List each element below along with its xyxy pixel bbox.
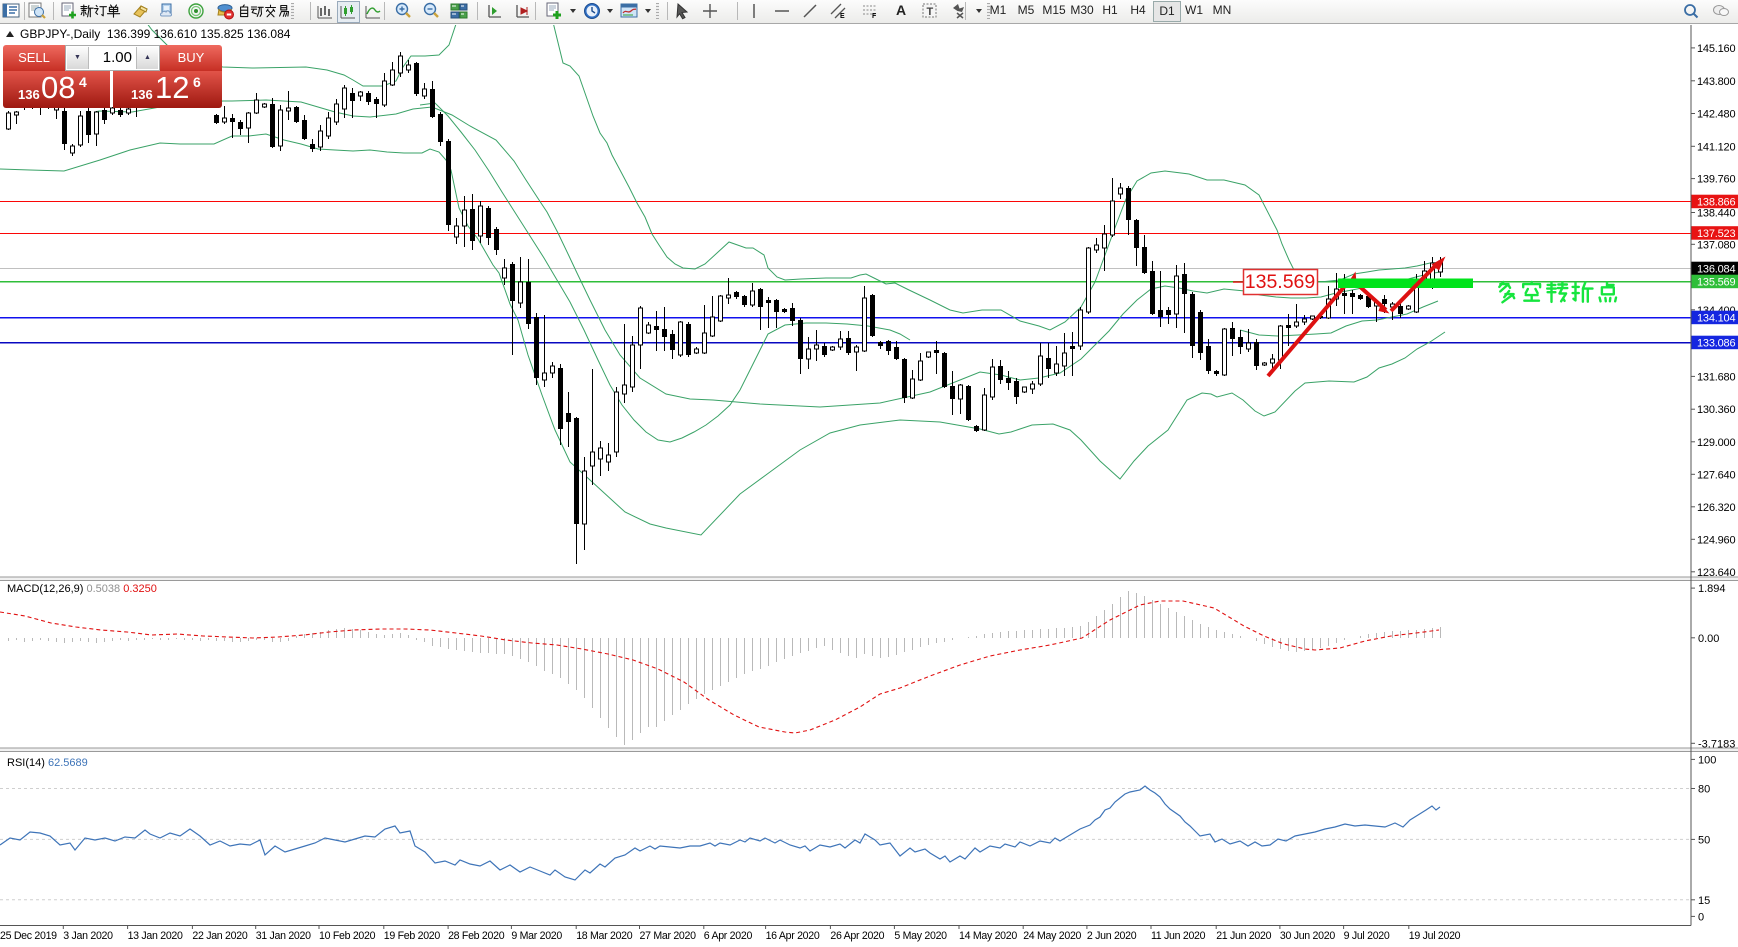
svg-text:21 Jun 2020: 21 Jun 2020 xyxy=(1216,930,1271,942)
svg-text:16 Apr 2020: 16 Apr 2020 xyxy=(766,930,820,942)
svg-text:130.360: 130.360 xyxy=(1697,404,1735,416)
svg-text:123.640: 123.640 xyxy=(1697,567,1735,579)
svg-text:135.569: 135.569 xyxy=(1245,271,1316,293)
svg-text:127.640: 127.640 xyxy=(1697,469,1735,481)
svg-text:MACD(12,26,9) 0.5038 0.3250: MACD(12,26,9) 0.5038 0.3250 xyxy=(7,583,157,595)
svg-text:143.800: 143.800 xyxy=(1697,76,1735,88)
svg-text:E: E xyxy=(840,13,845,20)
svg-text:0.00: 0.00 xyxy=(1698,633,1719,645)
svg-text:137.080: 137.080 xyxy=(1697,239,1735,251)
svg-text:14 May 2020: 14 May 2020 xyxy=(959,930,1017,942)
svg-text:9 Jul 2020: 9 Jul 2020 xyxy=(1344,930,1390,942)
svg-text:124.960: 124.960 xyxy=(1697,534,1735,546)
svg-text:136.084: 136.084 xyxy=(1697,264,1735,276)
svg-text:135.569: 135.569 xyxy=(1697,277,1735,289)
svg-text:50: 50 xyxy=(1698,834,1710,846)
svg-text:138.866: 138.866 xyxy=(1697,197,1735,209)
svg-text:133.086: 133.086 xyxy=(1697,338,1735,350)
svg-text:134.104: 134.104 xyxy=(1697,313,1735,325)
svg-text:F: F xyxy=(872,13,877,20)
svg-text:19 Feb 2020: 19 Feb 2020 xyxy=(384,930,441,942)
svg-text:19 Jul 2020: 19 Jul 2020 xyxy=(1409,930,1461,942)
svg-text:25 Dec 2019: 25 Dec 2019 xyxy=(0,930,57,942)
svg-text:22 Jan 2020: 22 Jan 2020 xyxy=(192,930,247,942)
svg-text:6 Apr 2020: 6 Apr 2020 xyxy=(704,930,753,942)
svg-text:139.760: 139.760 xyxy=(1697,174,1735,186)
svg-text:13 Jan 2020: 13 Jan 2020 xyxy=(128,930,183,942)
svg-text:131.680: 131.680 xyxy=(1697,371,1735,383)
svg-text:142.480: 142.480 xyxy=(1697,109,1735,121)
svg-text:145.160: 145.160 xyxy=(1697,43,1735,55)
svg-text:126.320: 126.320 xyxy=(1697,502,1735,514)
svg-text:T: T xyxy=(927,6,934,18)
svg-text:26 Apr 2020: 26 Apr 2020 xyxy=(830,930,884,942)
svg-text:15: 15 xyxy=(1698,895,1710,907)
svg-text:9 Mar 2020: 9 Mar 2020 xyxy=(511,930,562,942)
svg-text:137.523: 137.523 xyxy=(1697,228,1735,240)
svg-text:31 Jan 2020: 31 Jan 2020 xyxy=(256,930,311,942)
svg-text:10 Feb 2020: 10 Feb 2020 xyxy=(319,930,376,942)
svg-text:0: 0 xyxy=(1698,911,1704,923)
svg-text:27 Mar 2020: 27 Mar 2020 xyxy=(640,930,697,942)
svg-text:RSI(14) 62.5689: RSI(14) 62.5689 xyxy=(7,757,88,769)
svg-text:5 May 2020: 5 May 2020 xyxy=(894,930,947,942)
svg-text:141.120: 141.120 xyxy=(1697,141,1735,153)
svg-text:80: 80 xyxy=(1698,784,1710,796)
svg-text:-3.7183: -3.7183 xyxy=(1698,738,1735,750)
svg-text:24 May 2020: 24 May 2020 xyxy=(1023,930,1081,942)
svg-text:30 Jun 2020: 30 Jun 2020 xyxy=(1280,930,1335,942)
svg-text:138.440: 138.440 xyxy=(1697,208,1735,220)
svg-text:1.894: 1.894 xyxy=(1698,583,1726,595)
svg-text:18 Mar 2020: 18 Mar 2020 xyxy=(576,930,633,942)
svg-text:3 Jan 2020: 3 Jan 2020 xyxy=(63,930,113,942)
svg-text:2 Jun 2020: 2 Jun 2020 xyxy=(1087,930,1137,942)
svg-text:28 Feb 2020: 28 Feb 2020 xyxy=(448,930,505,942)
svg-text:100: 100 xyxy=(1698,754,1716,766)
svg-text:11 Jun 2020: 11 Jun 2020 xyxy=(1151,930,1206,942)
svg-text:129.000: 129.000 xyxy=(1697,437,1735,449)
